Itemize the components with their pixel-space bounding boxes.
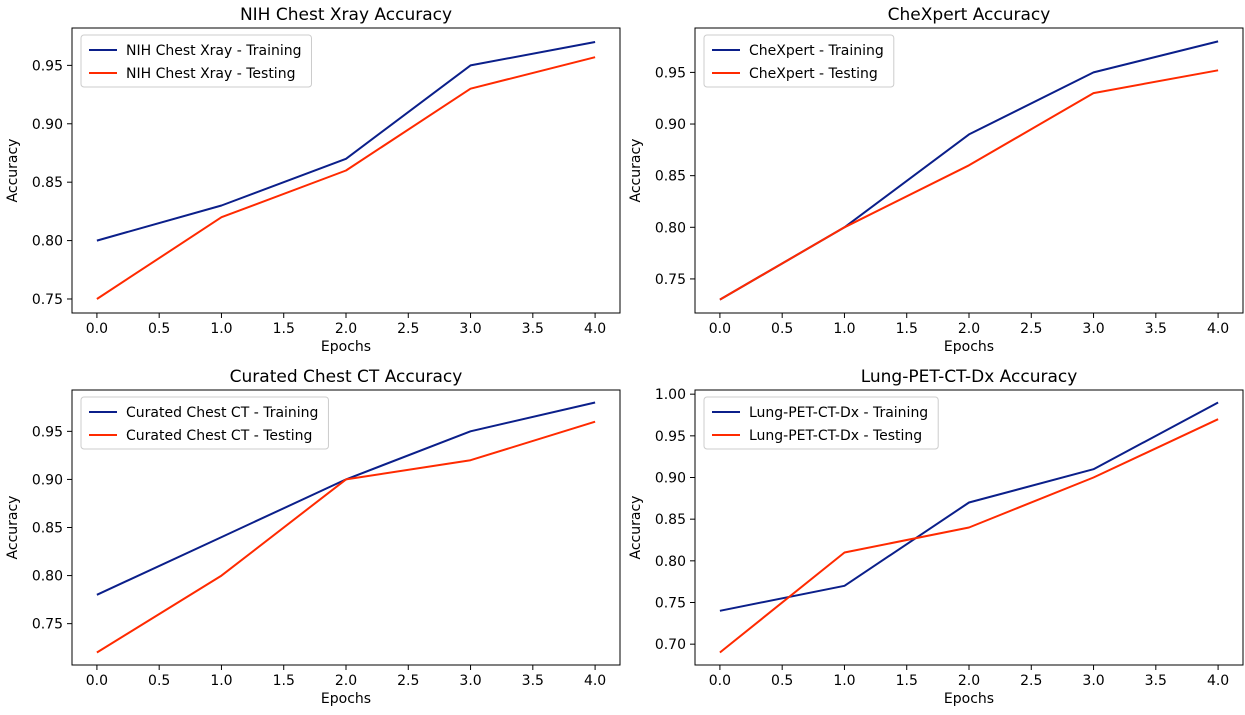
legend-entry: CheXpert - Training [749,43,884,59]
legend-entry: Lung-PET-CT-Dx - Testing [749,428,922,444]
x-tick-label: 1.5 [273,673,295,689]
legend: Lung-PET-CT-Dx - Training Lung-PET-CT-Dx … [703,396,939,450]
x-tick-label: 0.0 [86,673,108,689]
y-tick-label: 0.75 [32,292,63,308]
y-tick-label: 0.85 [32,521,63,537]
series-line [719,418,1219,654]
x-tick-label: 1.0 [210,321,232,337]
y-tick-label: 0.85 [655,169,686,185]
legend-entry: Lung-PET-CT-Dx - Training [749,405,928,421]
y-axis-label: Accuracy [628,496,644,560]
x-tick-label: 0.5 [148,673,170,689]
y-tick-label: 1.00 [655,387,686,403]
legend: NIH Chest Xray - Training NIH Chest Xray … [80,34,312,88]
legend-entry: NIH Chest Xray - Testing [126,66,295,82]
chart-title: Lung-PET-CT-Dx Accuracy [861,367,1078,387]
x-tick-label: 3.5 [1145,321,1167,337]
x-tick-label: 0.0 [709,321,731,337]
y-tick-label: 0.80 [32,569,63,585]
x-tick-label: 3.5 [1145,673,1167,689]
legend-box [80,396,329,450]
x-tick-label: 4.0 [1207,673,1229,689]
legend-entry: NIH Chest Xray - Training [126,43,301,59]
y-tick-label: 0.75 [655,272,686,288]
chart-title: CheXpert Accuracy [888,5,1051,25]
x-tick-label: 3.0 [459,321,481,337]
x-tick-label: 4.0 [584,673,606,689]
x-tick-label: 3.5 [522,321,544,337]
y-tick-label: 0.85 [655,512,686,528]
legend: Curated Chest CT - Training Curated Chest… [80,396,329,450]
x-axis-label: Epochs [944,691,994,707]
series-line [96,41,596,242]
x-tick-label: 0.5 [771,673,793,689]
x-tick-label: 3.5 [522,673,544,689]
y-tick-label: 0.70 [655,637,686,653]
x-tick-label: 2.5 [397,673,419,689]
legend-entry: Curated Chest CT - Training [126,405,318,421]
x-tick-label: 2.0 [335,673,357,689]
y-tick-label: 0.75 [32,617,63,633]
y-tick-label: 0.85 [32,175,63,191]
subplot: Lung-PET-CT-Dx Accuracy 0.0 0.5 1.0 1.5 2.0 2.… [628,367,1244,707]
series-line [96,56,596,300]
x-tick-label: 3.0 [1082,673,1104,689]
x-tick-label: 1.5 [896,321,918,337]
y-tick-label: 0.80 [32,234,63,250]
y-tick-label: 0.80 [655,554,686,570]
legend-box [80,34,312,88]
y-tick-label: 0.95 [32,58,63,74]
y-axis-label: Accuracy [5,139,21,203]
series-line [719,401,1219,612]
x-tick-label: 3.0 [459,673,481,689]
x-axis-label: Epochs [944,339,994,355]
y-tick-label: 0.90 [655,117,686,133]
x-axis-label: Epochs [321,339,371,355]
subplot: Curated Chest CT Accuracy 0.0 0.5 1.0 1.5 2.0… [5,367,621,707]
x-tick-label: 1.0 [833,321,855,337]
legend-entry: Curated Chest CT - Testing [126,428,312,444]
x-tick-label: 1.5 [273,321,295,337]
x-tick-label: 3.0 [1082,321,1104,337]
y-tick-label: 0.75 [655,596,686,612]
y-tick-label: 0.90 [32,117,63,133]
y-axis-label: Accuracy [5,496,21,560]
legend-entry: CheXpert - Testing [749,66,878,82]
x-tick-label: 2.0 [958,321,980,337]
x-tick-label: 2.0 [335,321,357,337]
legend-box [703,396,939,450]
y-tick-label: 0.95 [655,65,686,81]
x-tick-label: 2.5 [397,321,419,337]
x-tick-label: 0.0 [86,321,108,337]
y-tick-label: 0.80 [655,220,686,236]
y-tick-label: 0.90 [655,471,686,487]
x-tick-label: 0.5 [148,321,170,337]
subplot: NIH Chest Xray Accuracy 0.0 0.5 1.0 1.5 2.0 2.… [5,5,621,355]
series-line [96,420,596,654]
legend: CheXpert - Training CheXpert - Testing [703,34,895,88]
y-tick-label: 0.95 [32,424,63,440]
x-tick-label: 2.0 [958,673,980,689]
y-tick-label: 0.95 [655,429,686,445]
x-tick-label: 2.5 [1020,321,1042,337]
legend-box [703,34,895,88]
subplot: CheXpert Accuracy 0.0 0.5 1.0 1.5 2.0 2.5 3.0 3.… [628,5,1244,355]
chart-title: NIH Chest Xray Accuracy [240,5,452,25]
x-tick-label: 2.5 [1020,673,1042,689]
series-line [719,69,1219,301]
x-tick-label: 1.5 [896,673,918,689]
x-tick-label: 0.5 [771,321,793,337]
y-tick-label: 0.90 [32,472,63,488]
x-tick-label: 1.0 [210,673,232,689]
x-tick-label: 0.0 [709,673,731,689]
x-tick-label: 1.0 [833,673,855,689]
x-axis-label: Epochs [321,691,371,707]
chart-title: Curated Chest CT Accuracy [230,367,463,387]
x-tick-label: 4.0 [1207,321,1229,337]
x-tick-label: 4.0 [584,321,606,337]
y-axis-label: Accuracy [628,139,644,203]
